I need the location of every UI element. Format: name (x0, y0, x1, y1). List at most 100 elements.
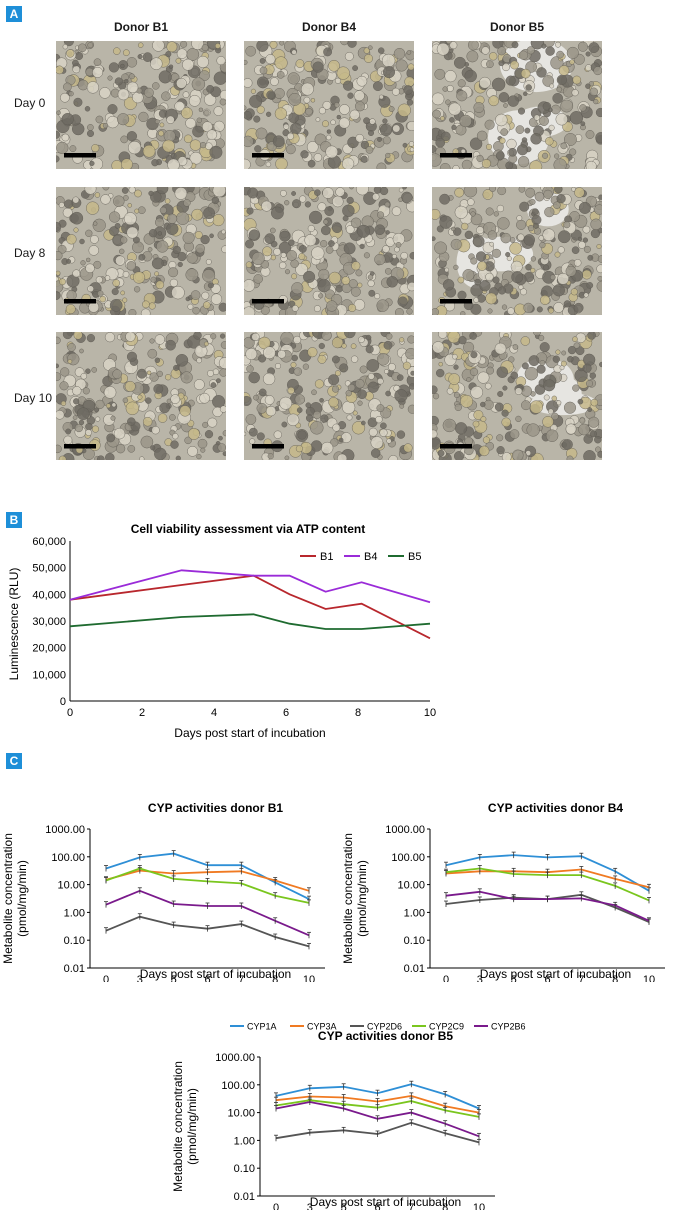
cyp-chart-b4-svg: CYP activities donor B4 Metabolite concen… (341, 801, 665, 986)
y-tick-label: 1000.00 (215, 1052, 255, 1064)
micrograph-image (56, 41, 226, 169)
legend-label: B5 (408, 551, 421, 563)
y-axis-label: Metabolite concentration (1, 833, 15, 964)
x-tick-label: 7 (578, 974, 584, 982)
y-tick-label: 1.00 (404, 907, 425, 919)
x-tick-label: 10 (424, 707, 436, 719)
y-tick-label: 30,000 (32, 616, 66, 628)
micrograph-image (432, 187, 602, 315)
legend-label: CYP2B6 (491, 1022, 526, 1032)
x-tick-label: 0 (103, 974, 109, 982)
y-tick-label: 0.10 (64, 935, 85, 947)
x-axis-label: Days post start of incubation (480, 967, 631, 981)
x-tick-label: 8 (355, 707, 361, 719)
viability-chart-svg: Cell viability assessment via ATP conten… (7, 522, 436, 740)
legend-label: B4 (364, 551, 377, 563)
micrograph-image (432, 41, 602, 169)
x-tick-label: 10 (473, 1202, 485, 1210)
x-axis-label: Days post start of incubation (174, 726, 325, 740)
legend-label: CYP3A (307, 1022, 337, 1032)
y-tick-label: 100.00 (391, 852, 425, 864)
x-tick-label: 0 (273, 1202, 279, 1210)
micrograph-image (56, 332, 226, 460)
x-tick-label: 10 (303, 974, 315, 982)
x-tick-label: 6 (204, 974, 210, 982)
y-axis-units: (pmol/mg/min) (185, 1088, 199, 1165)
x-tick-label: 0 (67, 707, 73, 719)
panel-a-badge: A (6, 6, 22, 22)
viability-chart: Cell viability assessment via ATP conten… (0, 515, 680, 745)
x-tick-label: 6 (283, 707, 289, 719)
chart-title: CYP activities donor B4 (488, 801, 623, 815)
x-tick-label: 4 (211, 707, 217, 719)
y-tick-label: 10,000 (32, 669, 66, 681)
cyp-chart-b4: CYP activities donor B4 Metabolite concen… (340, 792, 680, 986)
y-tick-label: 100.00 (221, 1080, 255, 1092)
series-line-b4 (69, 569, 431, 604)
chart-title: CYP activities donor B5 (318, 1029, 453, 1043)
y-tick-label: 40,000 (32, 589, 66, 601)
x-tick-label: 8 (612, 974, 618, 982)
series-line-b5 (69, 613, 431, 630)
x-tick-label: 3 (307, 1202, 313, 1210)
cyp-chart-b5: CYP activities donor B5 Metabolite concen… (170, 1020, 510, 1214)
column-header-donor-b1: Donor B1 (114, 20, 168, 34)
x-tick-label: 5 (171, 974, 177, 982)
y-tick-label: 0.01 (404, 963, 425, 975)
row-header-day-8: Day 8 (14, 246, 46, 260)
x-tick-label: 2 (139, 707, 145, 719)
y-axis-units: (pmol/mg/min) (355, 860, 369, 937)
row-header-day-10: Day 10 (14, 391, 53, 405)
y-tick-label: 0.10 (404, 935, 425, 947)
micrograph-image (244, 187, 414, 315)
x-tick-label: 8 (442, 1202, 448, 1210)
row-header-day-0: Day 0 (14, 96, 46, 110)
y-axis-label: Metabolite concentration (171, 1061, 185, 1192)
y-tick-label: 10.00 (397, 880, 425, 892)
y-tick-label: 0.01 (234, 1191, 255, 1203)
y-axis-units: (pmol/mg/min) (15, 860, 29, 937)
cyp-chart-b1-svg: CYP activities donor B1 Metabolite concen… (1, 801, 325, 986)
x-axis-label: Days post start of incubation (310, 1195, 461, 1209)
x-tick-label: 3 (477, 974, 483, 982)
y-tick-label: 0.01 (64, 963, 85, 975)
cyp-legend-svg: CYP1A CYP3A CYP2D6 CYP2C9 CYP2B6 (230, 1022, 526, 1032)
y-axis-label: Luminescence (RLU) (7, 568, 21, 681)
y-tick-label: 1.00 (64, 907, 85, 919)
panel-b-badge: B (6, 512, 22, 528)
y-tick-label: 100.00 (51, 852, 85, 864)
column-header-donor-b5: Donor B5 (490, 20, 544, 34)
y-tick-label: 1.00 (234, 1135, 255, 1147)
x-tick-label: 0 (443, 974, 449, 982)
cyp-chart-b5-svg: CYP activities donor B5 Metabolite concen… (171, 1029, 495, 1214)
y-tick-label: 10.00 (227, 1108, 255, 1120)
legend-label: B1 (320, 551, 333, 563)
legend-label: CYP2D6 (367, 1022, 402, 1032)
x-axis-label: Days post start of incubation (140, 967, 291, 981)
legend-label: CYP2C9 (429, 1022, 464, 1032)
x-tick-label: 10 (643, 974, 655, 982)
micrograph-image (56, 187, 226, 315)
x-tick-label: 7 (408, 1202, 414, 1210)
series-line-b1 (69, 574, 431, 640)
y-tick-label: 1000.00 (45, 824, 85, 836)
y-tick-label: 50,000 (32, 563, 66, 575)
y-tick-label: 10.00 (57, 880, 85, 892)
x-tick-label: 8 (272, 974, 278, 982)
y-tick-label: 1000.00 (385, 824, 425, 836)
chart-title: Cell viability assessment via ATP conten… (131, 522, 366, 536)
x-tick-label: 6 (544, 974, 550, 982)
x-tick-label: 7 (238, 974, 244, 982)
column-header-donor-b4: Donor B4 (302, 20, 356, 34)
y-tick-label: 20,000 (32, 643, 66, 655)
micrograph-image (244, 332, 414, 460)
cyp-legend: CYP1A CYP3A CYP2D6 CYP2C9 CYP2B6 (0, 1016, 680, 1036)
legend-label: CYP1A (247, 1022, 277, 1032)
x-tick-label: 6 (374, 1202, 380, 1210)
cyp-chart-b1: CYP activities donor B1 Metabolite concen… (0, 792, 340, 986)
x-tick-label: 3 (137, 974, 143, 982)
x-tick-label: 5 (341, 1202, 347, 1210)
y-tick-label: 0 (60, 696, 66, 708)
panel-c-badge: C (6, 753, 22, 769)
micrograph-image (244, 41, 414, 169)
